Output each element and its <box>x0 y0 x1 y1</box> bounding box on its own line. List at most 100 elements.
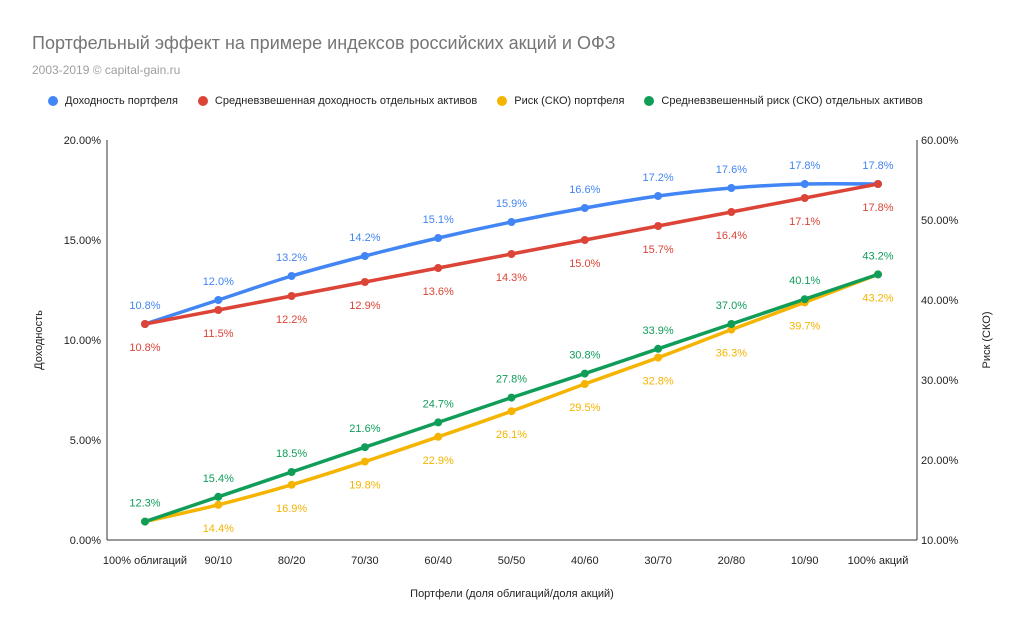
data-label-weighted-return: 15.0% <box>569 258 600 270</box>
data-label-weighted-risk: 40.1% <box>789 275 820 287</box>
data-label-weighted-return: 15.7% <box>642 244 673 256</box>
data-label-weighted-risk: 21.6% <box>349 423 380 435</box>
data-point-portfolio-return <box>214 296 223 304</box>
data-point-weighted-return <box>874 180 882 188</box>
data-label-weighted-return: 16.4% <box>716 230 747 242</box>
data-label-weighted-return: 13.6% <box>423 286 454 298</box>
data-point-weighted-risk <box>507 393 516 402</box>
data-label-weighted-risk: 18.5% <box>276 448 307 460</box>
data-point-weighted-risk <box>360 443 369 452</box>
legend-item-portfolio-risk[interactable]: Риск (СКО) портфеля <box>497 95 624 107</box>
chart-title: Портфельный эффект на примере индексов р… <box>32 33 616 53</box>
data-point-weighted-risk <box>434 418 443 427</box>
data-label-weighted-return: 17.1% <box>789 216 820 228</box>
data-label-weighted-return: 11.5% <box>203 328 234 340</box>
data-point-portfolio-return <box>434 234 443 242</box>
y2-axis-title: Риск (СКО) <box>981 312 993 369</box>
data-point-weighted-risk <box>654 344 663 353</box>
x-tick-label: 100% акций <box>848 555 909 567</box>
data-point-portfolio-return <box>580 204 589 212</box>
data-label-weighted-return: 14.3% <box>496 272 527 284</box>
data-label-portfolio-risk: 16.9% <box>276 503 307 515</box>
data-label-portfolio-risk: 26.1% <box>496 429 527 441</box>
legend-item-weighted-return[interactable]: Средневзвешенная доходность отдельных ак… <box>197 95 478 107</box>
data-label-weighted-risk: 30.8% <box>569 350 600 362</box>
data-label-weighted-return: 10.8% <box>129 342 160 354</box>
x-tick-label: 60/40 <box>424 555 452 567</box>
data-point-portfolio-return <box>800 180 809 188</box>
data-label-portfolio-risk: 32.8% <box>642 376 673 388</box>
data-point-portfolio-risk <box>727 325 736 334</box>
legend-label: Средневзвешенная доходность отдельных ак… <box>214 95 478 107</box>
y2-tick-label: 10.00% <box>921 535 959 547</box>
y-tick-label: 15.00% <box>64 235 102 247</box>
x-tick-label: 70/30 <box>351 555 379 567</box>
data-point-portfolio-risk <box>580 380 589 388</box>
x-tick-label: 90/10 <box>205 555 233 567</box>
data-point-weighted-return <box>654 222 663 230</box>
y2-tick-label: 40.00% <box>921 295 959 307</box>
data-point-portfolio-return <box>654 192 663 200</box>
data-label-portfolio-return: 17.8% <box>862 160 893 172</box>
y-tick-label: 20.00% <box>64 135 102 147</box>
data-label-portfolio-return: 14.2% <box>349 232 380 244</box>
chart-subtitle: 2003-2019 © capital-gain.ru <box>32 63 181 77</box>
data-point-weighted-risk <box>141 517 149 526</box>
legend-label: Средневзвешенный риск (СКО) отдельных ак… <box>661 95 923 107</box>
data-point-weighted-return <box>287 292 296 300</box>
data-label-portfolio-risk: 36.3% <box>716 348 747 360</box>
legend-label: Доходность портфеля <box>65 95 178 107</box>
x-tick-label: 10/90 <box>791 555 819 567</box>
data-label-portfolio-return: 15.9% <box>496 198 527 210</box>
data-label-portfolio-return: 17.6% <box>716 164 747 176</box>
data-label-weighted-risk: 33.9% <box>642 325 673 337</box>
data-point-portfolio-risk <box>654 353 663 362</box>
legend-swatch-icon <box>644 96 655 106</box>
data-point-portfolio-return <box>727 184 736 192</box>
data-label-portfolio-risk: 22.9% <box>423 455 454 467</box>
data-point-portfolio-risk <box>434 432 443 441</box>
data-point-portfolio-risk <box>214 500 223 509</box>
y-axis-title: Доходность <box>33 310 45 370</box>
data-point-weighted-return <box>360 278 369 286</box>
data-label-weighted-risk: 24.7% <box>423 398 454 410</box>
legend-item-weighted-risk[interactable]: Средневзвешенный риск (СКО) отдельных ак… <box>644 95 923 107</box>
data-label-portfolio-return: 17.2% <box>642 172 673 184</box>
y2-tick-label: 50.00% <box>921 215 959 227</box>
data-label-weighted-risk: 27.8% <box>496 374 527 386</box>
data-label-weighted-risk: 12.3% <box>129 498 160 510</box>
data-label-portfolio-risk: 43.2% <box>862 292 893 304</box>
data-label-portfolio-risk: 29.5% <box>569 402 600 414</box>
data-point-weighted-return <box>800 194 809 202</box>
data-point-weighted-risk <box>580 369 589 378</box>
x-tick-label: 30/70 <box>644 555 672 567</box>
data-label-portfolio-risk: 14.4% <box>203 523 234 535</box>
y-tick-label: 10.00% <box>64 335 102 347</box>
data-point-portfolio-risk <box>287 480 296 489</box>
legend-swatch-icon <box>48 96 58 106</box>
x-tick-label: 50/50 <box>498 555 526 567</box>
y2-tick-label: 20.00% <box>921 455 959 467</box>
data-label-portfolio-return: 10.8% <box>129 300 160 312</box>
data-label-weighted-return: 12.2% <box>276 314 307 326</box>
data-label-weighted-risk: 43.2% <box>862 250 893 262</box>
data-label-weighted-risk: 37.0% <box>716 300 747 312</box>
data-point-weighted-return <box>580 236 589 244</box>
data-point-portfolio-return <box>507 218 516 226</box>
y2-tick-label: 60.00% <box>921 135 959 147</box>
data-point-weighted-risk <box>214 492 223 501</box>
data-point-weighted-return <box>507 250 516 258</box>
legend-item-portfolio-return[interactable]: Доходность портфеля <box>48 95 178 107</box>
data-point-weighted-return <box>727 208 736 216</box>
legend-label: Риск (СКО) портфеля <box>514 95 625 107</box>
data-point-weighted-return <box>434 264 443 272</box>
legend-swatch-icon <box>197 96 208 106</box>
data-point-weighted-return <box>214 306 223 314</box>
data-label-portfolio-return: 16.6% <box>569 184 600 196</box>
data-point-portfolio-return <box>287 272 296 280</box>
data-label-portfolio-return: 15.1% <box>423 214 454 226</box>
y-tick-label: 5.00% <box>70 435 101 447</box>
data-point-weighted-risk <box>727 320 736 328</box>
x-tick-label: 20/80 <box>718 555 746 567</box>
data-point-weighted-risk <box>874 270 882 279</box>
